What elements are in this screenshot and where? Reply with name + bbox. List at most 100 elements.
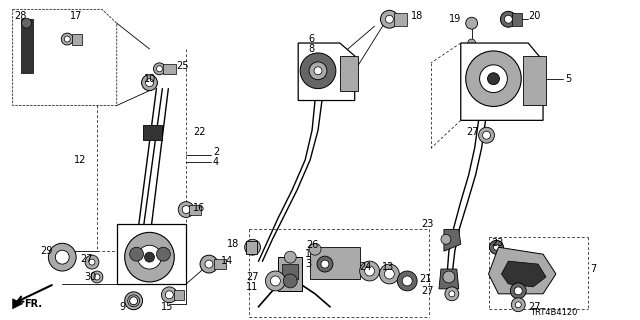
Circle shape xyxy=(403,276,412,286)
Circle shape xyxy=(284,251,296,263)
Circle shape xyxy=(511,298,525,312)
Polygon shape xyxy=(439,269,459,289)
Circle shape xyxy=(515,302,521,308)
Polygon shape xyxy=(501,261,546,287)
Circle shape xyxy=(479,127,495,143)
Polygon shape xyxy=(116,224,186,284)
Text: 23: 23 xyxy=(492,238,504,248)
Text: 1: 1 xyxy=(305,249,311,259)
Circle shape xyxy=(490,240,504,254)
Circle shape xyxy=(504,15,512,23)
Polygon shape xyxy=(512,13,522,26)
Polygon shape xyxy=(214,259,226,269)
Text: 29: 29 xyxy=(40,246,53,256)
Polygon shape xyxy=(189,204,201,214)
Circle shape xyxy=(300,53,336,89)
Text: TRT4B4120: TRT4B4120 xyxy=(531,308,578,317)
Circle shape xyxy=(466,51,521,107)
Polygon shape xyxy=(163,64,176,74)
Text: 15: 15 xyxy=(161,302,174,312)
Circle shape xyxy=(145,252,154,262)
Circle shape xyxy=(309,243,321,255)
Circle shape xyxy=(380,264,399,284)
Text: 27: 27 xyxy=(80,254,93,264)
Circle shape xyxy=(309,62,327,80)
Text: 11: 11 xyxy=(246,282,259,292)
Circle shape xyxy=(125,232,174,282)
Circle shape xyxy=(466,17,477,29)
Text: 7: 7 xyxy=(591,264,597,274)
Circle shape xyxy=(94,274,100,280)
Circle shape xyxy=(145,79,154,87)
Circle shape xyxy=(130,247,143,261)
Text: 16: 16 xyxy=(193,203,205,212)
Circle shape xyxy=(449,291,455,297)
Circle shape xyxy=(445,287,459,301)
Circle shape xyxy=(179,202,194,218)
Circle shape xyxy=(138,245,161,269)
Circle shape xyxy=(515,287,522,295)
Circle shape xyxy=(360,261,380,281)
Polygon shape xyxy=(20,19,33,73)
Circle shape xyxy=(200,255,218,273)
Text: 10: 10 xyxy=(144,74,156,84)
Bar xyxy=(143,125,163,140)
Text: 28: 28 xyxy=(15,11,27,21)
Text: 21: 21 xyxy=(419,274,431,284)
Circle shape xyxy=(510,283,526,299)
Text: 24: 24 xyxy=(360,262,372,272)
Circle shape xyxy=(441,234,451,244)
Circle shape xyxy=(365,266,374,276)
Polygon shape xyxy=(143,128,159,138)
Text: 17: 17 xyxy=(70,11,83,21)
Circle shape xyxy=(468,39,476,47)
Polygon shape xyxy=(461,43,543,120)
Circle shape xyxy=(161,287,177,303)
Circle shape xyxy=(321,260,329,268)
Circle shape xyxy=(284,274,297,288)
Circle shape xyxy=(317,256,333,272)
Text: 9: 9 xyxy=(120,302,126,312)
Text: 25: 25 xyxy=(176,61,189,71)
Polygon shape xyxy=(340,56,358,91)
Circle shape xyxy=(266,271,285,291)
Text: 19: 19 xyxy=(449,14,461,24)
Circle shape xyxy=(488,73,499,85)
Circle shape xyxy=(500,11,516,27)
Circle shape xyxy=(89,259,95,265)
Text: 27: 27 xyxy=(246,272,259,282)
Circle shape xyxy=(493,244,499,250)
Text: 8: 8 xyxy=(308,44,314,54)
Circle shape xyxy=(165,291,173,299)
Circle shape xyxy=(380,10,398,28)
Circle shape xyxy=(314,67,322,75)
Polygon shape xyxy=(282,264,298,279)
Text: 30: 30 xyxy=(84,272,96,282)
Text: 27: 27 xyxy=(466,127,479,137)
Circle shape xyxy=(141,75,157,91)
Text: 27: 27 xyxy=(528,302,541,312)
Text: 23: 23 xyxy=(422,220,434,229)
Circle shape xyxy=(479,65,508,92)
Circle shape xyxy=(244,239,260,255)
Polygon shape xyxy=(174,290,184,300)
Circle shape xyxy=(156,66,163,72)
Circle shape xyxy=(443,271,455,283)
Text: 27: 27 xyxy=(422,286,434,296)
Circle shape xyxy=(49,243,76,271)
Text: 4: 4 xyxy=(213,157,219,167)
Polygon shape xyxy=(13,9,116,106)
Text: 22: 22 xyxy=(193,127,205,137)
Polygon shape xyxy=(310,247,360,279)
Text: 26: 26 xyxy=(306,240,319,250)
Text: 12: 12 xyxy=(74,155,86,165)
Text: 6: 6 xyxy=(308,34,314,44)
Text: 3: 3 xyxy=(305,259,311,269)
Circle shape xyxy=(271,276,280,286)
Circle shape xyxy=(130,297,138,305)
Circle shape xyxy=(64,36,70,42)
Circle shape xyxy=(55,250,69,264)
Polygon shape xyxy=(13,299,22,309)
Circle shape xyxy=(61,33,73,45)
Circle shape xyxy=(22,18,31,28)
